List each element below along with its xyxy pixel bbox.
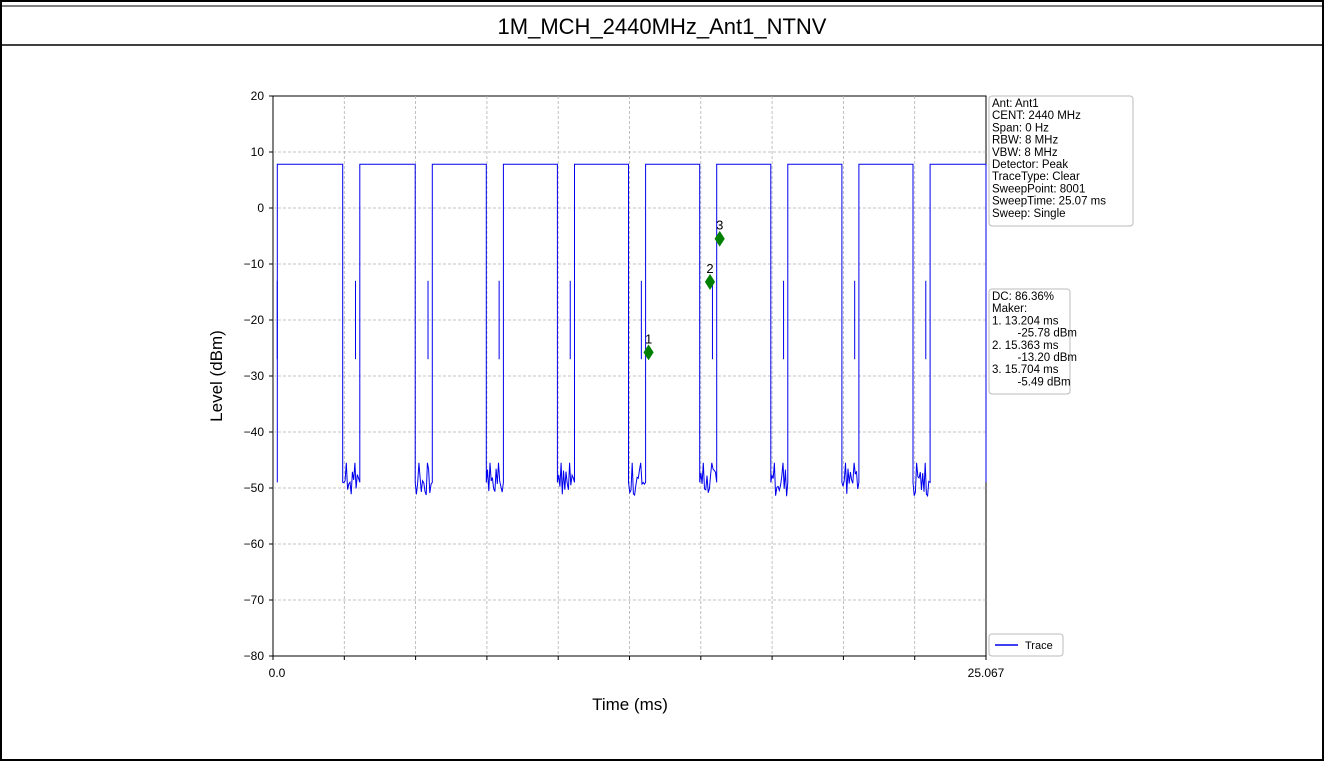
marker-layer: 1 2 3: [643, 218, 725, 361]
x-axis-ticks: 0.0 25.067: [269, 656, 1005, 680]
info-line: Detector: Peak: [992, 159, 1068, 171]
legend-box: [988, 633, 1064, 657]
info-line: TraceType: Clear: [992, 171, 1080, 183]
marker-label: 3: [716, 218, 723, 233]
marker-info-line: 3. 15.704 ms: [992, 364, 1059, 376]
y-tick-label: −10: [244, 257, 265, 271]
marker-info-line: -5.49 dBm: [992, 376, 1071, 388]
marker-diamond: [704, 273, 716, 290]
chart-title: 1M_MCH_2440MHz_Ant1_NTNV: [498, 14, 827, 39]
y-tick-label: 10: [251, 145, 265, 159]
y-axis-ticks: 20 10 0 −10 −20 −30 −40 −50 −60 −70 −80: [244, 89, 273, 663]
marker-info-line: -13.20 dBm: [992, 352, 1077, 364]
y-tick-label: 20: [251, 89, 265, 103]
marker-text: DC: 86.36%Maker:1. 13.204 ms -25.78 dBm2…: [992, 291, 1077, 388]
x-tick-label: 25.067: [968, 666, 1005, 680]
marker-box: [988, 288, 1071, 395]
y-tick-label: −50: [244, 481, 265, 495]
y-tick-label: 0: [257, 201, 264, 215]
marker-info-line: Maker:: [992, 303, 1027, 315]
info-line: SweepTime: 25.07 ms: [992, 196, 1106, 208]
y-tick-label: −20: [244, 313, 265, 327]
trace-layer: [276, 163, 987, 498]
marker-diamond: [714, 230, 725, 247]
info-line: CENT: 2440 MHz: [992, 110, 1081, 122]
marker-diamond: [643, 344, 654, 361]
y-tick-label: −60: [244, 537, 265, 551]
marker-label: 1: [645, 331, 652, 346]
x-axis-label: Time (ms): [592, 695, 668, 714]
y-tick-label: −40: [244, 425, 265, 439]
y-axis-label: Level (dBm): [207, 330, 226, 422]
legend-label: Trace: [1025, 640, 1053, 652]
x-tick-label: 0.0: [269, 666, 286, 680]
y-tick-label: −80: [244, 649, 265, 663]
info-box: [988, 95, 1134, 227]
info-line: VBW: 8 MHz: [992, 147, 1058, 159]
y-tick-label: −30: [244, 369, 265, 383]
trace-line: [276, 163, 987, 498]
info-line: SweepPoint: 8001: [992, 183, 1085, 195]
info-line: Ant: Ant1: [992, 98, 1039, 110]
marker-info-line: -25.78 dBm: [992, 328, 1077, 340]
info-line: Sweep: Single: [992, 208, 1066, 220]
marker-info-line: 2. 15.363 ms: [992, 340, 1059, 352]
info-line: Span: 0 Hz: [992, 122, 1049, 134]
marker-label: 2: [706, 261, 713, 276]
info-line: RBW: 8 MHz: [992, 135, 1058, 147]
y-tick-label: −70: [244, 593, 265, 607]
marker-info-line: 1. 13.204 ms: [992, 315, 1059, 327]
marker-info-line: DC: 86.36%: [992, 291, 1054, 303]
